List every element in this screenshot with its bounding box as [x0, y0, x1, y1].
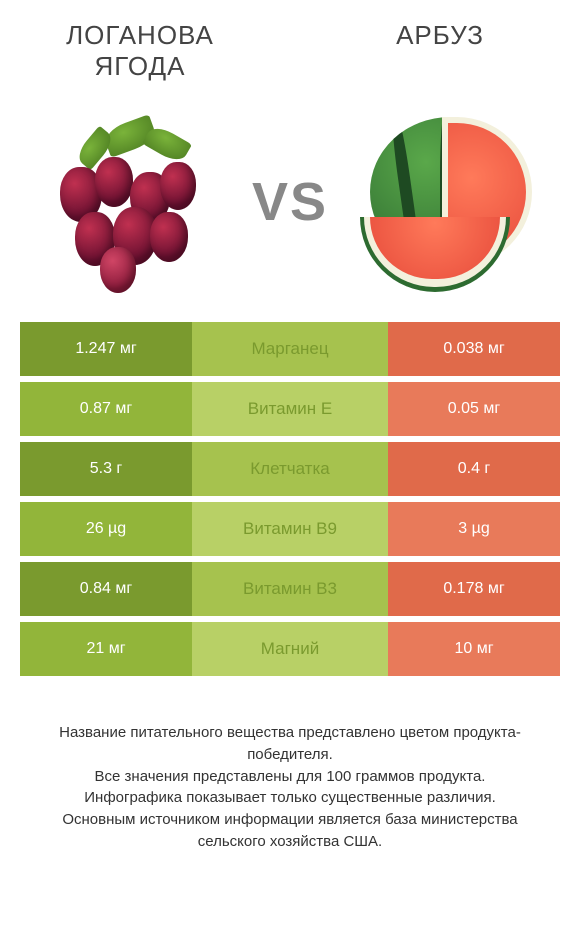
nutrient-name: Клетчатка — [192, 442, 388, 496]
left-value: 0.87 мг — [20, 382, 192, 436]
nutrient-name: Магний — [192, 622, 388, 676]
left-value: 21 мг — [20, 622, 192, 676]
nutrient-name: Витамин E — [192, 382, 388, 436]
right-value: 0.038 мг — [388, 322, 560, 376]
title-left: ЛОГАНОВА ЯГОДА — [40, 20, 240, 82]
right-value: 3 µg — [388, 502, 560, 556]
table-row: 5.3 гКлетчатка0.4 г — [20, 442, 560, 496]
left-value: 0.84 мг — [20, 562, 192, 616]
footer-line-2: Все значения представлены для 100 граммо… — [30, 766, 550, 788]
footer-line-4: Основным источником информации является … — [30, 809, 550, 853]
right-value: 0.178 мг — [388, 562, 560, 616]
table-row: 21 мгМагний10 мг — [20, 622, 560, 676]
nutrient-name: Витамин B9 — [192, 502, 388, 556]
nutrient-name: Витамин B3 — [192, 562, 388, 616]
table-row: 0.84 мгВитамин B30.178 мг — [20, 562, 560, 616]
table-row: 26 µgВитамин B93 µg — [20, 502, 560, 556]
footer-line-3: Инфографика показывает только существенн… — [30, 787, 550, 809]
left-value: 5.3 г — [20, 442, 192, 496]
header: ЛОГАНОВА ЯГОДА АРБУЗ — [0, 0, 580, 92]
nutrient-name: Марганец — [192, 322, 388, 376]
images-row: VS — [0, 102, 580, 302]
left-value: 26 µg — [20, 502, 192, 556]
right-value: 0.05 мг — [388, 382, 560, 436]
loganberry-image — [30, 102, 230, 302]
left-value: 1.247 мг — [20, 322, 192, 376]
vs-label: VS — [252, 171, 328, 233]
watermelon-image — [350, 102, 550, 302]
table-row: 0.87 мгВитамин E0.05 мг — [20, 382, 560, 436]
title-right: АРБУЗ — [340, 20, 540, 51]
footer-line-1: Название питательного вещества представл… — [30, 722, 550, 766]
footer-text: Название питательного вещества представл… — [0, 722, 580, 853]
table-row: 1.247 мгМарганец0.038 мг — [20, 322, 560, 376]
right-value: 0.4 г — [388, 442, 560, 496]
right-value: 10 мг — [388, 622, 560, 676]
comparison-table: 1.247 мгМарганец0.038 мг 0.87 мгВитамин E… — [20, 322, 560, 682]
